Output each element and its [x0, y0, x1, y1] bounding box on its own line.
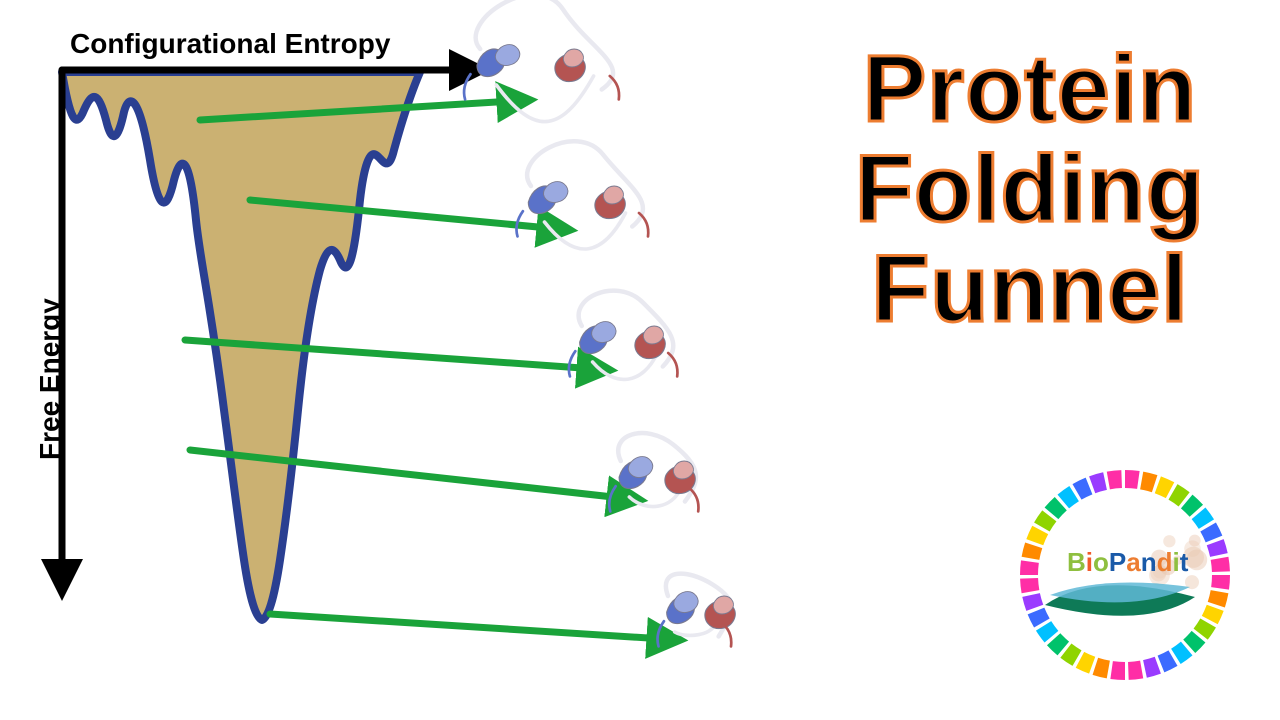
protein-state-2 [516, 141, 648, 249]
logo-letter-1: i [1086, 547, 1093, 577]
title-line-3: Funnel [800, 240, 1260, 340]
logo-letter-3: P [1109, 547, 1126, 577]
logo-letter-8: t [1180, 547, 1189, 577]
logo-letter-7: i [1173, 547, 1180, 577]
title-block: ProteinFoldingFunnel [800, 40, 1260, 339]
pointer-arrow-5 [270, 614, 680, 640]
protein-state-5 [658, 574, 736, 647]
logo-text: BioPandit [1067, 547, 1188, 578]
logo-letter-6: d [1157, 547, 1173, 577]
logo-letter-2: o [1093, 547, 1109, 577]
y-axis-label: Free Energy [34, 298, 66, 460]
logo-letter-4: a [1126, 547, 1140, 577]
protein-states [464, 0, 735, 646]
title-line-2: Folding [800, 140, 1260, 240]
logo-letter-0: B [1067, 547, 1086, 577]
x-axis-label: Configurational Entropy [70, 28, 390, 60]
logo-letter-5: n [1141, 547, 1157, 577]
title-line-1: Protein [800, 40, 1260, 140]
